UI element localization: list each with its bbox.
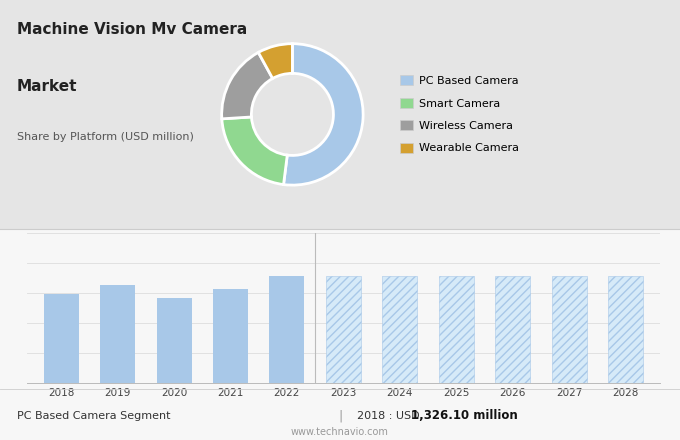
Bar — [44, 294, 79, 383]
Bar — [439, 276, 474, 383]
Text: Machine Vision Mv Camera: Machine Vision Mv Camera — [17, 22, 248, 37]
Bar — [269, 276, 305, 383]
Text: Share by Platform (USD million): Share by Platform (USD million) — [17, 132, 194, 142]
Text: 2018 : USD: 2018 : USD — [357, 411, 423, 421]
Bar — [608, 276, 643, 383]
Text: |: | — [338, 409, 342, 422]
Wedge shape — [222, 52, 273, 119]
Text: Market: Market — [17, 79, 78, 94]
Bar — [382, 276, 418, 383]
Bar — [326, 276, 361, 383]
Bar — [213, 289, 248, 383]
Wedge shape — [258, 44, 292, 78]
Legend: PC Based Camera, Smart Camera, Wireless Camera, Wearable Camera: PC Based Camera, Smart Camera, Wireless … — [401, 75, 520, 154]
Bar — [495, 276, 530, 383]
Text: 1,326.10 million: 1,326.10 million — [411, 409, 518, 422]
Bar — [156, 298, 192, 383]
Text: www.technavio.com: www.technavio.com — [291, 427, 389, 437]
Text: PC Based Camera Segment: PC Based Camera Segment — [17, 411, 171, 421]
Wedge shape — [222, 117, 287, 184]
Bar — [100, 285, 135, 383]
Wedge shape — [284, 44, 363, 185]
Bar — [551, 276, 587, 383]
